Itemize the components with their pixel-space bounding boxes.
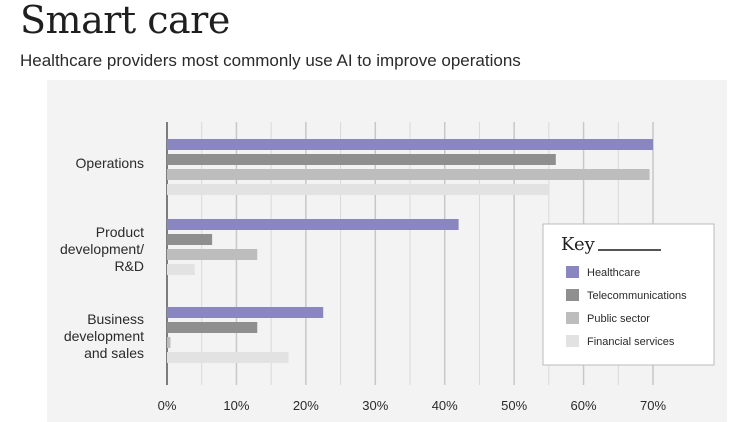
chart-title: Smart care	[20, 0, 230, 42]
legend-swatch-telecommunications	[566, 289, 579, 301]
legend-label-healthcare: Healthcare	[587, 267, 640, 279]
bar-healthcare-2	[167, 307, 324, 318]
legend-title: Key	[561, 234, 596, 255]
x-tick-label-20: 20%	[293, 398, 319, 413]
category-label-line: development	[64, 328, 144, 344]
category-labels: Operations Product development/R&D Business…	[60, 155, 144, 361]
legend-label-public-sector: Public sector	[587, 313, 650, 325]
category-label-line: development/	[60, 241, 144, 257]
gridlines	[166, 122, 654, 385]
x-tick-label-60: 60%	[571, 398, 597, 413]
x-tick-label-50: 50%	[501, 398, 527, 413]
bar-public-sector-1	[167, 249, 258, 260]
bar-telecommunications-1	[167, 234, 213, 245]
legend: Key Healthcare Telecommunications Public se…	[542, 223, 715, 366]
x-tick-labels: 0% 10% 20% 30% 40% 50% 60% 70%	[158, 398, 667, 413]
bar-public-sector-2	[167, 337, 171, 348]
category-label-line: Business	[87, 311, 144, 327]
category-label-line: and sales	[84, 345, 144, 361]
category-label-line: Product	[96, 224, 144, 240]
x-tick-label-30: 30%	[362, 398, 388, 413]
bar-public-sector-0	[167, 169, 650, 180]
category-label-0: Operations	[76, 155, 144, 171]
category-label-2: Business development and sales	[64, 311, 144, 361]
legend-swatch-financial-services	[566, 335, 579, 347]
bar-financial-services-0	[167, 184, 549, 195]
x-tick-label-0: 0%	[158, 398, 177, 413]
x-tick-label-10: 10%	[223, 398, 249, 413]
legend-swatch-healthcare	[566, 266, 579, 278]
category-label-line: Operations	[76, 155, 144, 171]
legend-label-financial-services: Financial services	[587, 336, 675, 348]
category-label-line: R&D	[114, 258, 144, 274]
x-tick-label-40: 40%	[432, 398, 458, 413]
bar-telecommunications-0	[167, 154, 556, 165]
bar-financial-services-2	[167, 352, 289, 363]
legend-label-telecommunications: Telecommunications	[587, 290, 687, 302]
bar-telecommunications-2	[167, 322, 258, 333]
bar-financial-services-1	[167, 264, 195, 275]
bar-healthcare-0	[167, 139, 653, 150]
chart-subtitle: Healthcare providers most commonly use A…	[20, 51, 521, 70]
x-tick-label-70: 70%	[640, 398, 666, 413]
legend-swatch-public-sector	[566, 312, 579, 324]
bars	[167, 139, 653, 363]
bar-healthcare-1	[167, 219, 459, 230]
category-label-1: Product development/R&D	[60, 224, 144, 274]
